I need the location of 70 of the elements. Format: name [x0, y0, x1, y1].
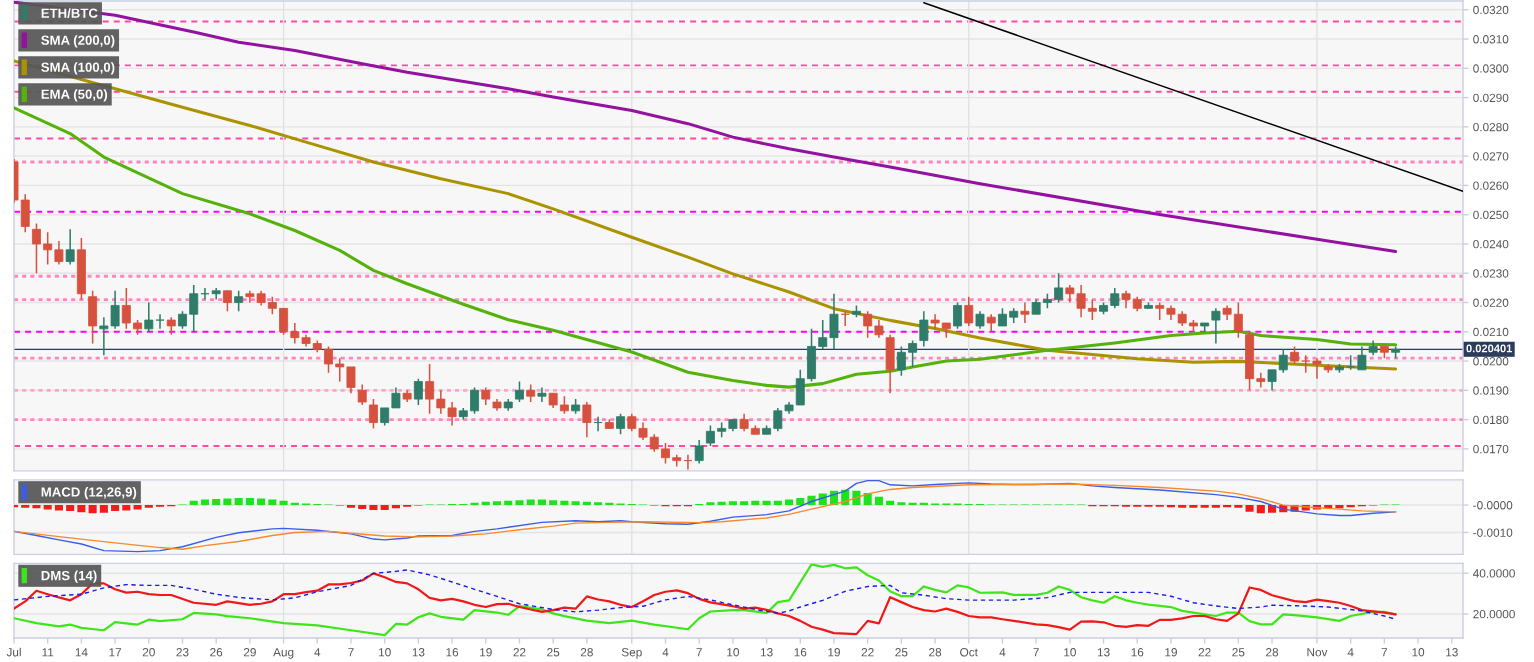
x-tick-label: 22: [1198, 648, 1211, 657]
x-tick-label: 17: [109, 648, 122, 657]
x-tick-label: 16: [1131, 648, 1144, 657]
x-tick-label: 4: [662, 648, 669, 657]
y-tick-label: -0.0010: [1473, 528, 1513, 537]
x-tick-label: Aug: [273, 648, 294, 659]
y-tick-label: 0.0280: [1473, 122, 1509, 132]
legend-label: SMA (100,0): [41, 62, 115, 75]
y-tick-label: 0.0320: [1473, 5, 1509, 15]
x-tick-label: Jul: [6, 647, 21, 657]
x-tick-label: 13: [1097, 648, 1110, 657]
y-tick-label: 0.0250: [1473, 210, 1509, 220]
y-tick-label: 0.0170: [1473, 444, 1509, 454]
y-tick-label: 0.0200: [1473, 357, 1509, 366]
x-tick-label: 22: [513, 648, 526, 657]
legend-label: EMA (50,0): [41, 89, 108, 102]
x-tick-label: 10: [727, 648, 739, 657]
x-tick-label: Oct: [960, 648, 978, 657]
x-tick-label: 4: [1347, 648, 1354, 657]
y-tick-label: 0.0270: [1473, 152, 1509, 161]
y-tick-label: 0.0220: [1473, 298, 1509, 307]
x-tick-label: 14: [75, 648, 88, 657]
y-tick-label: 0.0310: [1473, 35, 1509, 44]
x-tick-label: 7: [1381, 648, 1388, 657]
y-tick-label: 0.0230: [1473, 269, 1509, 278]
x-tick-label: 20: [142, 648, 155, 657]
x-tick-label: 7: [1033, 648, 1039, 657]
x-tick-label: 23: [176, 648, 189, 657]
x-tick-label: 10: [1412, 648, 1425, 657]
x-tick-label: 19: [828, 648, 840, 657]
y-tick-label: 40.0000: [1472, 569, 1515, 578]
y-tick-label: -0.0000: [1473, 501, 1513, 510]
x-tick-label: 16: [794, 648, 807, 657]
x-tick-label: 22: [861, 648, 874, 657]
x-tick-label: 16: [446, 648, 459, 657]
x-tick-label: 4: [314, 648, 321, 657]
y-tick-label: 0.0260: [1473, 181, 1509, 190]
x-tick-label: 10: [379, 648, 391, 657]
legend-label: SMA (200,0): [41, 35, 115, 48]
x-tick-label: 28: [929, 648, 942, 657]
x-tick-label: 13: [1446, 648, 1458, 657]
x-tick-label: 7: [348, 648, 354, 657]
x-tick-label: 11: [42, 648, 54, 657]
x-tick-label: 4: [999, 648, 1006, 657]
legend-label: MACD (12,26,9): [41, 486, 137, 500]
x-tick-label: Sep: [621, 648, 642, 659]
legend-label: DMS (14): [41, 570, 97, 583]
x-tick-label: 26: [210, 648, 223, 657]
x-tick-label: 25: [547, 648, 560, 657]
x-tick-label: 13: [760, 648, 773, 657]
x-tick-label: 19: [480, 648, 492, 657]
x-tick-label: 19: [1165, 648, 1177, 657]
x-tick-label: 29: [243, 648, 256, 657]
x-tick-label: 7: [696, 648, 702, 657]
y-tick-label: 0.0290: [1473, 93, 1509, 102]
x-tick-label: Nov: [1307, 648, 1328, 657]
x-tick-label: 10: [1064, 648, 1076, 657]
y-tick-label: 20.0000: [1473, 609, 1515, 619]
y-tick-label: 0.0240: [1473, 240, 1509, 249]
x-tick-label: 25: [1232, 648, 1245, 657]
x-tick-label: 28: [1266, 648, 1279, 657]
ref-line-label: 0.020401: [1466, 344, 1513, 353]
y-tick-label: 0.0180: [1473, 415, 1509, 425]
x-tick-label: 25: [895, 648, 908, 657]
legend-label: ETH/BTC: [41, 8, 98, 18]
y-tick-label: 0.0300: [1473, 64, 1509, 73]
y-tick-label: 0.0190: [1473, 386, 1509, 395]
x-tick-label: 28: [580, 648, 593, 657]
y-tick-label: 0.0210: [1473, 327, 1509, 337]
x-tick-label: 13: [412, 648, 425, 657]
